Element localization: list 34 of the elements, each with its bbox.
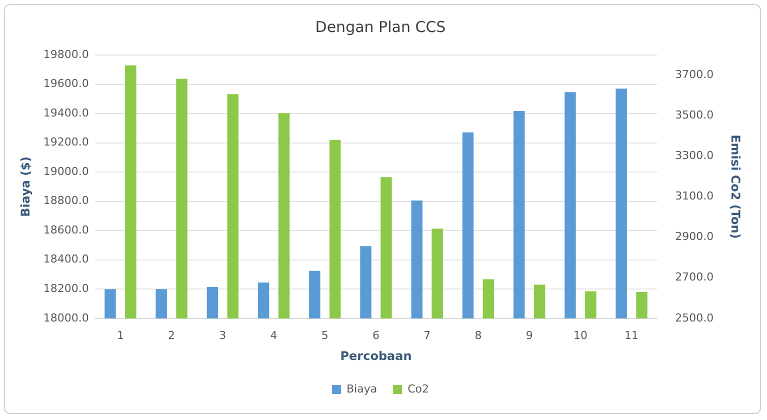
x-tick-label: 4 [270,328,278,342]
x-tick-label: 1 [116,328,124,342]
legend-label: Biaya [346,382,378,396]
x-tick-label: 3 [219,328,226,342]
x-tick-label: 2 [168,328,176,342]
y-tick-label: 18000.0 [43,311,89,324]
y2-tick-label: 2500.0 [675,311,714,324]
y-tick-label: 19800.0 [43,48,89,61]
x-axis-title: Percobaan [340,348,412,363]
x-tick-label: 7 [424,328,431,342]
y-tick-label: 19200.0 [43,136,89,149]
y-tick-label: 19600.0 [43,77,89,90]
y2-tick-label: 3700.0 [675,68,714,82]
x-tick-label: 5 [321,328,328,342]
legend-label: Co2 [408,382,430,396]
y-tick-label: 19400.0 [43,106,89,120]
y2-tick-label: 3500.0 [675,108,714,122]
y2-tick-label: 3300.0 [675,149,714,162]
x-tick-label: 9 [526,328,533,342]
x-tick-label: 8 [474,328,482,342]
y-tick-label: 18400.0 [43,252,89,266]
x-tick-label: 6 [372,328,380,342]
y2-axis-title: Emisi Co2 (Ton) [728,134,743,239]
y2-tick-label: 3100.0 [675,190,714,203]
y-tick-label: 18200.0 [43,282,89,295]
y2-tick-label: 2700.0 [675,270,714,284]
y2-tick-label: 2900.0 [675,230,714,244]
chart-title: Dengan Plan CCS [315,18,446,36]
x-tick-label: 10 [573,328,588,342]
y-tick-label: 18600.0 [43,223,89,236]
y-axis-title: Biaya ($) [18,156,32,217]
y-tick-label: 18800.0 [43,194,89,208]
x-tick-label: 11 [624,328,639,342]
y-tick-label: 19000.0 [43,164,89,178]
